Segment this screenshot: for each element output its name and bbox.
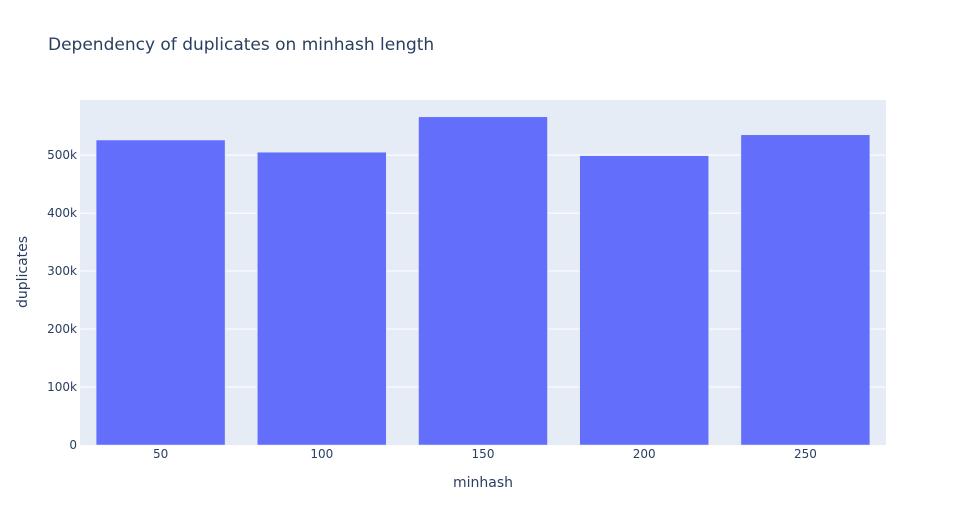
bar-200 [579,155,709,446]
x-tick-label: 200 [633,447,656,461]
x-tick-label: 100 [310,447,333,461]
y-tick-label: 400k [47,206,77,220]
x-axis-ticks: 50 100 150 200 250 [153,447,817,461]
y-tick-label: 0 [69,438,77,452]
chart-title: Dependency of duplicates on minhash leng… [48,35,434,55]
bars [95,116,871,446]
x-axis-title: minhash [453,475,513,491]
y-tick-label: 100k [47,380,77,394]
bar-50 [95,139,226,446]
bar-100 [257,151,387,446]
y-axis-ticks: 0 100k 200k 300k 400k 500k [47,148,77,452]
bar-150 [418,116,548,446]
y-tick-label: 200k [47,322,77,336]
x-tick-label: 50 [153,447,168,461]
bar-250 [740,134,871,446]
y-tick-label: 500k [47,148,77,162]
x-tick-label: 150 [472,447,495,461]
y-tick-label: 300k [47,264,77,278]
x-tick-label: 250 [794,447,817,461]
y-axis-title: duplicates [15,236,31,308]
